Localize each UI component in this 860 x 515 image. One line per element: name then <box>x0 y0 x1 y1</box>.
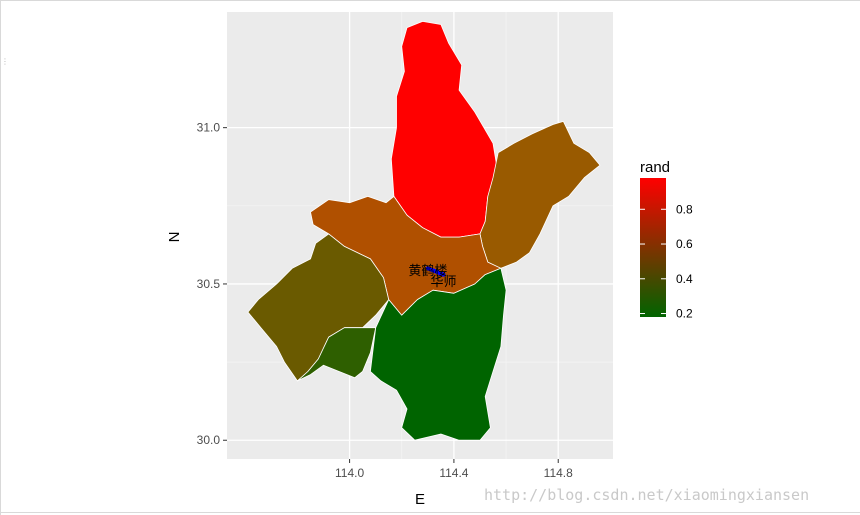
x-axis: 114.0 114.4 114.8 <box>335 459 573 480</box>
place-label: 华师 <box>430 275 456 290</box>
legend-ticks: 0.2 0.4 0.6 0.8 <box>640 202 693 321</box>
legend-tick-label: 0.6 <box>676 237 693 251</box>
map-region <box>479 121 601 269</box>
map-region <box>296 327 377 382</box>
y-axis: 30.0 30.5 31.0 <box>197 121 227 447</box>
frame-left-border <box>0 0 1 515</box>
legend-tick-label: 0.4 <box>676 272 693 286</box>
x-tick-label: 114.8 <box>544 466 573 480</box>
frame-bottom-border <box>0 512 860 513</box>
route-line <box>425 266 446 277</box>
map-regions <box>247 20 601 441</box>
route-layer <box>425 266 446 277</box>
legend-tick-label: 0.2 <box>676 307 693 321</box>
frame-top-border <box>0 0 860 1</box>
map-region <box>369 267 507 441</box>
legend-tick-label: 0.8 <box>676 202 693 216</box>
grip-icon: ⋮ <box>1 57 9 66</box>
y-tick-label: 30.5 <box>197 277 221 291</box>
watermark-text: http://blog.csdn.net/xiaomingxiansen <box>484 486 810 504</box>
legend-title: rand <box>640 159 670 176</box>
color-legend: rand 0.2 0.4 0.6 0.8 <box>640 159 693 321</box>
x-tick-label: 114.4 <box>439 466 468 480</box>
place-label: 黄鹤楼 <box>408 263 447 279</box>
y-axis-title: N <box>166 232 183 243</box>
legend-colorbar <box>640 178 666 317</box>
x-axis-title: E <box>415 491 425 508</box>
x-tick-label: 114.0 <box>335 466 364 480</box>
y-tick-label: 31.0 <box>197 121 221 135</box>
y-tick-label: 30.0 <box>197 433 221 447</box>
